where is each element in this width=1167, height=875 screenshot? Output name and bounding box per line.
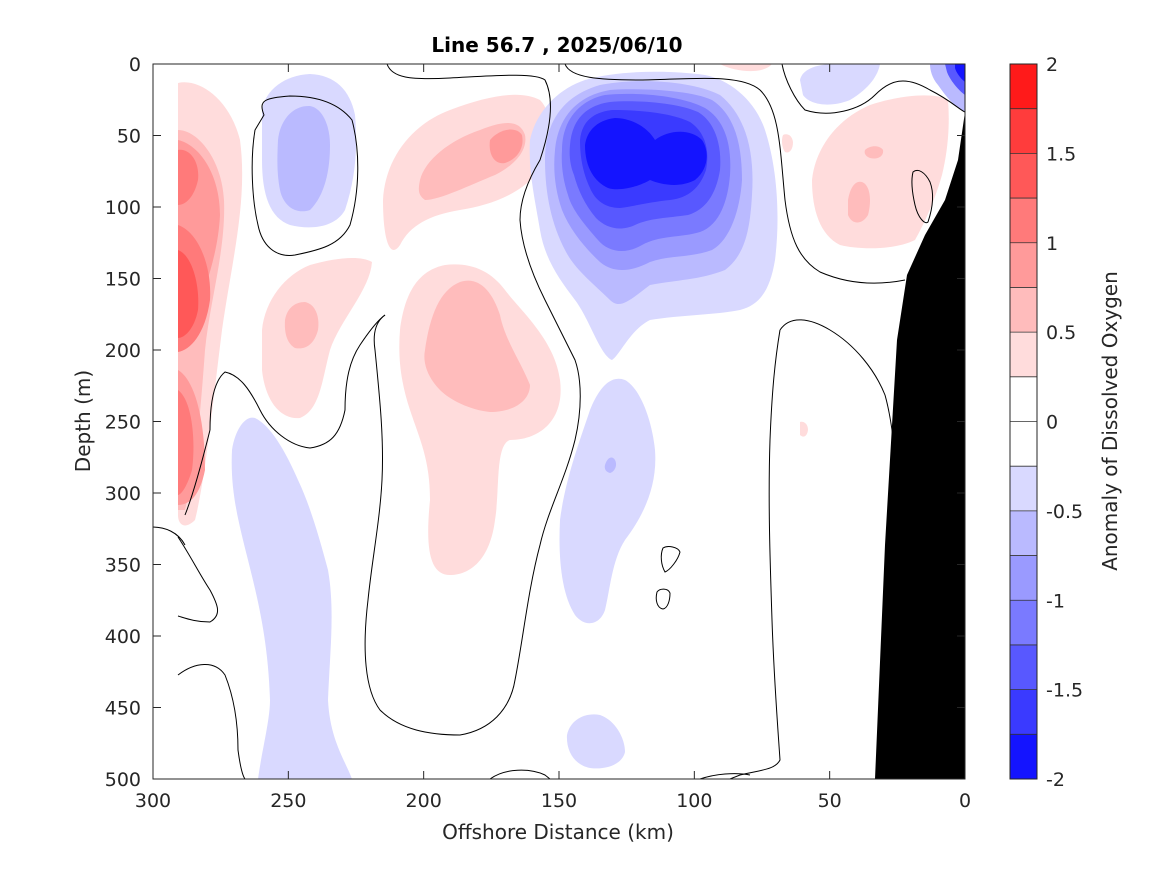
contour-fill-deep-low-130km-2 (604, 457, 617, 473)
plot-area (153, 64, 965, 779)
y-tick-label: 250 (105, 412, 141, 434)
zero-contour-line (699, 773, 751, 779)
y-tick-label: 500 (105, 769, 141, 791)
colorbar-segment (1010, 466, 1037, 512)
x-axis-title: Offshore Distance (km) (442, 820, 674, 844)
y-tick-label: 300 (105, 483, 141, 505)
colorbar-segment (1010, 64, 1037, 110)
zero-contour-line (729, 329, 781, 779)
x-axis: 300 250 200 150 100 50 0 (135, 64, 971, 812)
colorbar-segment (1010, 734, 1037, 780)
zero-contour-line (209, 314, 386, 449)
colorbar-segment (1010, 689, 1037, 735)
contour-fill-deep-low-130km-1 (559, 378, 656, 624)
y-tick-label: 100 (105, 197, 141, 219)
contour-fill-nearshore-high-2 (848, 181, 870, 223)
zero-contour-line (911, 169, 934, 224)
zero-contour-line (655, 588, 671, 610)
zero-contour-line (251, 95, 359, 256)
x-tick-label: 200 (406, 790, 442, 812)
y-tick-label: 400 (105, 626, 141, 648)
colorbar-segment (1010, 108, 1037, 154)
y-axis: 0 50 100 150 200 250 300 350 400 450 500 (105, 54, 965, 791)
contour-fill-mid-high-a-3 (489, 129, 523, 164)
colorbar-title: Anomaly of Dissolved Oxygen (1098, 271, 1122, 571)
zero-contour-line (177, 664, 246, 779)
x-tick-label: 50 (818, 790, 842, 812)
colorbar: 2 1.5 1 0.5 0 -0.5 -1 -1.5 -2 (1009, 54, 1083, 791)
contour-fills (178, 64, 965, 779)
contour-fill-deep-high-speck (800, 421, 808, 437)
zero-contour-lines (153, 64, 965, 779)
colorbar-tick-label: 2 (1046, 54, 1058, 76)
contour-fill-upper-high-c-2 (284, 302, 319, 349)
contour-fill-oxygen-low-core (585, 118, 707, 190)
zero-contour-line (781, 64, 965, 114)
colorbar-tick-label: -0.5 (1046, 501, 1083, 523)
contour-fill-deep-low-250km-1 (231, 417, 352, 779)
colorbar-segment (1010, 421, 1037, 467)
contour-fill-upper-high-c-1 (262, 258, 372, 419)
y-tick-label: 200 (105, 340, 141, 362)
x-tick-label: 100 (676, 790, 712, 812)
contour-fill-mid-high-b-2 (424, 280, 530, 412)
colorbar-segment (1010, 644, 1037, 691)
zero-contour-line (660, 546, 681, 573)
colorbar-tick-label: -1.5 (1046, 680, 1083, 702)
bathymetry (875, 112, 965, 779)
y-tick-label: 50 (117, 126, 141, 148)
contour-fill-coastal-surface-low-1 (800, 64, 880, 105)
colorbar-segment (1010, 242, 1037, 288)
colorbar-segment (1010, 153, 1037, 199)
colorbar-tick-label: 1.5 (1046, 143, 1076, 165)
y-tick-label: 350 (105, 555, 141, 577)
colorbar-segment (1010, 198, 1037, 244)
colorbar-tick-label: 0.5 (1046, 322, 1076, 344)
colorbar-tick-label: -2 (1046, 769, 1065, 791)
colorbar-segment (1010, 287, 1037, 333)
x-tick-label: 0 (959, 790, 971, 812)
contour-fill-nearshore-high-speck (781, 134, 793, 153)
y-tick-label: 0 (129, 54, 141, 76)
contour-fill-near-bottom-low (566, 714, 625, 769)
zero-contour-line (177, 536, 218, 623)
contour-fill-surface-high-sliver (720, 64, 772, 72)
x-tick-label: 300 (135, 790, 171, 812)
contour-fill-offshore-high-band-5 (178, 250, 199, 338)
colorbar-tick-label: 0 (1046, 412, 1058, 434)
zero-contour-line (564, 64, 906, 284)
y-tick-label: 450 (105, 698, 141, 720)
y-tick-label: 150 (105, 269, 141, 291)
colorbar-frame (1009, 63, 1038, 780)
x-tick-label: 150 (541, 790, 577, 812)
colorbar-segment (1010, 376, 1037, 422)
contour-fill-low-patch-250km-2 (277, 105, 330, 212)
contour-fill-coastal-surface-low-4 (955, 64, 965, 82)
contour-fill-nearshore-high-1 (812, 95, 949, 249)
colorbar-segment (1010, 555, 1037, 601)
contour-fill-nearshore-high-3 (864, 146, 884, 159)
colorbar-tick-label: 1 (1046, 233, 1058, 255)
zero-contour-line (489, 769, 551, 779)
colorbar-segment (1010, 600, 1037, 646)
colorbar-segment (1010, 332, 1037, 378)
x-tick-label: 250 (270, 790, 306, 812)
zero-contour-line (153, 526, 186, 546)
colorbar-segment (1010, 510, 1037, 557)
colorbar-tick-label: -1 (1046, 590, 1065, 612)
zero-contour-line (364, 64, 581, 736)
zero-contour-line (184, 429, 211, 516)
chart-title: Line 56.7 , 2025/06/10 (431, 33, 682, 57)
y-axis-title: Depth (m) (71, 370, 95, 472)
